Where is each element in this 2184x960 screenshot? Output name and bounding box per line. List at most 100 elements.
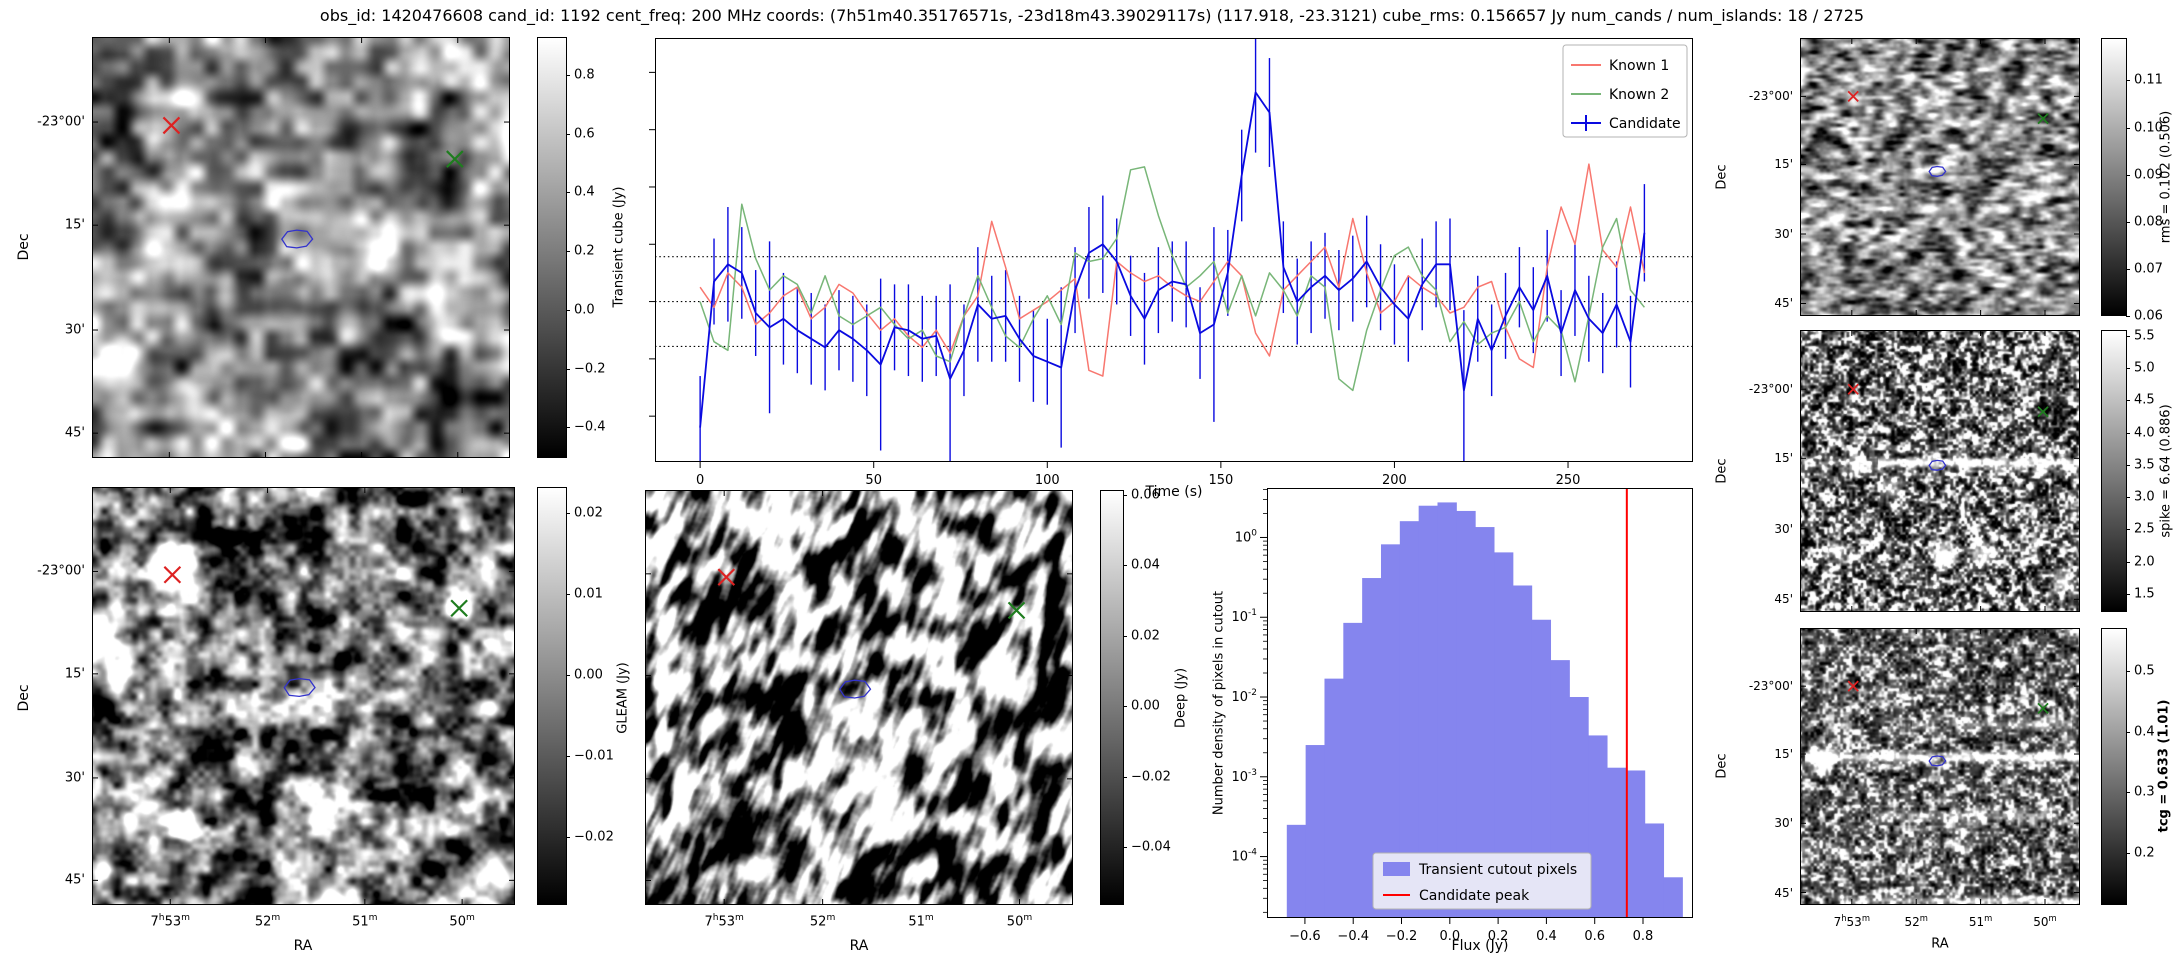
transient-colorbar-label: Transient cube (Jy) — [611, 186, 627, 308]
dec-tick-label: -23°00' — [1748, 382, 1793, 397]
colorbar-tick-label: 0.00 — [574, 667, 603, 683]
ra-tick-label: 50m — [449, 913, 475, 930]
histogram-bar — [1456, 510, 1476, 918]
dec-tick-label: 45' — [64, 425, 85, 441]
histogram-bar — [1644, 823, 1665, 918]
known1-marker-icon — [162, 116, 181, 135]
colorbar-tick — [566, 75, 570, 77]
known2-marker-icon — [2037, 112, 2049, 125]
svg-text:−0.6: −0.6 — [1289, 929, 1321, 944]
deep-colorbar-label: Deep (Jy) — [1173, 667, 1189, 729]
svg-text:10-3: 10-3 — [1231, 768, 1257, 785]
svg-text:100: 100 — [1235, 528, 1258, 545]
histogram-bar — [1512, 585, 1533, 918]
known1-marker-icon — [163, 566, 182, 584]
candidate-contour-icon — [283, 677, 316, 698]
colorbar-tick-label: −0.02 — [1131, 769, 1171, 785]
figure-title: obs_id: 1420476608 cand_id: 1192 cent_fr… — [319, 6, 1865, 25]
spike-cutout-image — [1800, 330, 2080, 612]
dec-tick-label: -23°00' — [1748, 89, 1793, 104]
colorbar-tick — [2126, 80, 2130, 82]
gleam-colorbar-label: GLEAM (Jy) — [615, 662, 631, 734]
colorbar-tick-label: 0.4 — [2134, 724, 2155, 740]
svg-text:Known 2: Known 2 — [1609, 87, 1669, 103]
spike-overlay — [1800, 330, 2080, 612]
colorbar-tick-label: −0.02 — [574, 829, 614, 845]
colorbar-tick-label: −0.04 — [1131, 839, 1171, 855]
known2-marker-icon — [2037, 406, 2049, 418]
transient-colorbar — [537, 37, 567, 458]
colorbar-tick-label: 0.2 — [574, 243, 595, 259]
dec-axis-label: Dec — [1714, 164, 1730, 190]
time-axis-label: Time (s) — [1145, 484, 1203, 500]
colorbar-tick-label: 4.0 — [2134, 425, 2155, 441]
colorbar-tick-label: 0.3 — [2134, 784, 2155, 800]
histogram-bar — [1305, 745, 1325, 918]
svg-text:10-1: 10-1 — [1231, 608, 1257, 625]
known2-marker-icon — [2037, 702, 2049, 714]
histogram-bar — [1475, 527, 1495, 918]
svg-text:Transient cutout pixels: Transient cutout pixels — [1418, 862, 1577, 878]
svg-text:100: 100 — [1035, 473, 1060, 488]
colorbar-tick — [2126, 432, 2130, 434]
svg-text:0: 0 — [696, 473, 704, 488]
svg-text:Candidate peak: Candidate peak — [1419, 888, 1530, 904]
colorbar-tick-label: −0.4 — [574, 419, 606, 435]
rms-colorbar — [2101, 38, 2127, 316]
svg-text:0.8: 0.8 — [1633, 929, 1654, 944]
colorbar-tick — [1123, 635, 1127, 637]
series-known-1 — [699, 163, 1646, 377]
known2-marker-icon — [446, 150, 464, 168]
histogram-bar — [1399, 521, 1420, 918]
flux-histogram-plot: −0.6 −0.4 −0.2 0.0 0.2 0.4 0.6 0.8 100 10-1 10-2 10… — [1231, 488, 1693, 944]
colorbar-tick — [566, 512, 570, 514]
colorbar-tick — [2126, 221, 2130, 223]
colorbar-tick — [1123, 565, 1127, 567]
known1-marker-icon — [717, 568, 736, 586]
known1-marker-icon — [1847, 383, 1859, 395]
dec-tick-label: -23°00' — [37, 114, 85, 130]
colorbar-tick — [2126, 464, 2130, 466]
rms-overlay — [1800, 38, 2080, 316]
histogram-bar — [1343, 622, 1363, 918]
svg-text:0.4: 0.4 — [1536, 929, 1557, 944]
colorbar-tick — [2126, 335, 2130, 337]
histogram-bar — [1607, 767, 1627, 918]
flux-axis-label: Flux (Jy) — [1451, 938, 1509, 954]
dec-tick-label: 45' — [1774, 592, 1793, 607]
dec-tick-label: 30' — [1774, 521, 1793, 536]
dec-tick-label: 15' — [1774, 157, 1793, 172]
colorbar-tick-label: 0.02 — [1131, 628, 1160, 644]
tcg-colorbar-label: tcg = 0.633 (1.01) — [2156, 699, 2172, 833]
dec-tick-label: 30' — [64, 322, 85, 338]
dec-tick-label: 30' — [64, 770, 85, 786]
colorbar-tick — [2126, 792, 2130, 794]
dec-tick-label: 45' — [64, 872, 85, 888]
colorbar-tick-label: 3.5 — [2134, 457, 2155, 473]
colorbar-tick — [2126, 174, 2130, 176]
svg-text:200: 200 — [1382, 473, 1407, 488]
candidate-contour-icon — [1928, 459, 1947, 471]
gleam-overlay — [92, 487, 515, 905]
spike-colorbar-label: spike = 6.64 (0.886) — [2158, 404, 2174, 538]
dec-tick-label: 15' — [1774, 451, 1793, 466]
colorbar-tick-label: 0.02 — [574, 505, 603, 521]
dec-tick-label: 30' — [1774, 816, 1793, 831]
colorbar-tick — [566, 368, 570, 370]
colorbar-tick — [1123, 776, 1127, 778]
known1-marker-icon — [1847, 90, 1859, 103]
dec-axis-label: Dec — [1714, 753, 1730, 779]
colorbar-tick — [2126, 127, 2130, 129]
svg-text:10-4: 10-4 — [1231, 848, 1257, 865]
tcg-colorbar — [2101, 628, 2127, 905]
colorbar-tick — [566, 251, 570, 253]
histogram-bar — [1437, 502, 1457, 918]
svg-text:0.0: 0.0 — [1439, 929, 1460, 944]
ra-tick-label: 50m — [1006, 913, 1033, 930]
candidate-contour-icon — [1928, 165, 1947, 177]
colorbar-tick-label: 0.6 — [574, 126, 595, 142]
histogram-bar — [1362, 578, 1382, 918]
known2-marker-icon — [450, 599, 468, 617]
svg-text:0.2: 0.2 — [1488, 929, 1509, 944]
